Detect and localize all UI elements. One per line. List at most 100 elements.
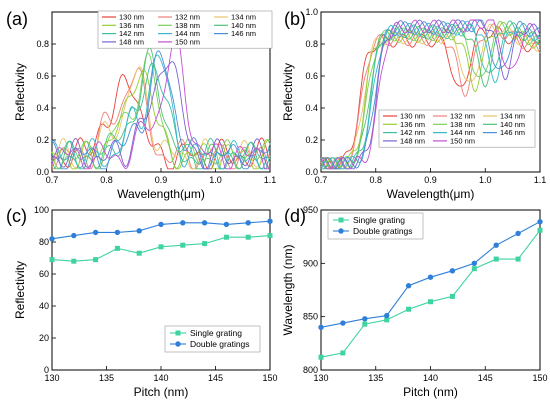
data-point [406, 306, 412, 312]
y-tick-label: 0.0 [36, 167, 49, 177]
legend-marker [175, 341, 181, 347]
legend-marker [338, 228, 344, 234]
panel-label: (c) [6, 206, 27, 226]
data-point [340, 350, 346, 356]
legend-label: 136 nm [400, 120, 425, 129]
data-point [515, 230, 521, 237]
data-point [49, 257, 55, 263]
legend-label: 140 nm [231, 21, 256, 30]
data-point [93, 257, 99, 263]
y-axis-label: Reflectivity [13, 63, 27, 121]
data-point [362, 316, 368, 322]
data-point [318, 354, 324, 360]
y-tick-label: 0.2 [305, 135, 318, 145]
series-line-146-nm [51, 50, 271, 170]
series-line-142-nm [51, 62, 271, 170]
legend-label: 136 nm [119, 21, 144, 30]
data-point [136, 250, 142, 256]
x-tick-label: 145 [478, 373, 493, 383]
data-point [384, 317, 390, 323]
legend-label: 140 nm [500, 120, 525, 129]
legend-label: 144 nm [450, 128, 475, 137]
data-point [114, 245, 120, 251]
y-tick-label: 800 [303, 365, 318, 375]
data-point [427, 274, 434, 280]
x-tick-label: 150 [532, 373, 547, 383]
panel-label: (b) [284, 9, 306, 29]
series-line-140-nm [320, 22, 541, 170]
x-tick-label: 140 [423, 373, 438, 383]
series-line-148-nm [51, 61, 271, 170]
legend-box [327, 212, 424, 240]
y-tick-label: 0.4 [305, 103, 318, 113]
data-point [136, 228, 142, 234]
data-point [493, 256, 499, 262]
legend-label: 142 nm [119, 29, 144, 38]
y-tick-label: 0.8 [305, 39, 318, 49]
y-axis-label: Reflectivity [281, 63, 295, 121]
legend-label: 138 nm [450, 120, 475, 129]
y-axis-label: Reflectivity [13, 261, 27, 319]
x-tick-label: 150 [262, 373, 277, 383]
series-line-150-nm [51, 32, 270, 170]
data-point [493, 242, 499, 248]
series-line-150-nm [320, 19, 541, 170]
x-tick-label: 0.8 [100, 175, 113, 185]
x-tick-label: 140 [153, 373, 168, 383]
legend-label: Single grating [190, 328, 242, 338]
data-point [158, 244, 164, 250]
x-tick-label: 1.0 [209, 175, 222, 185]
x-tick-label: 0.9 [424, 175, 437, 185]
legend-label: 132 nm [450, 112, 475, 121]
x-axis-label: Pitch (nm) [403, 385, 458, 399]
y-tick-label: 0.4 [36, 103, 49, 113]
data-point [245, 234, 251, 240]
x-tick-label: 0.7 [315, 175, 328, 185]
legend-box [97, 10, 273, 49]
series-line-134-nm [51, 66, 271, 170]
data-point [318, 324, 324, 331]
x-tick-label: 0.7 [46, 175, 59, 185]
x-tick-label: 145 [208, 373, 223, 383]
legend-label: 150 nm [175, 38, 200, 47]
x-tick-label: 1.0 [479, 175, 492, 185]
x-tick-label: 130 [313, 373, 328, 383]
series-line-146-nm [320, 19, 541, 170]
data-point [515, 256, 521, 262]
legend-marker [338, 217, 344, 223]
y-tick-label: 950 [303, 205, 318, 215]
data-point [405, 283, 412, 289]
data-point [471, 266, 477, 272]
data-point [428, 299, 433, 305]
legend-label: 134 nm [231, 13, 256, 22]
data-point [267, 233, 273, 239]
y-tick-label: 40 [39, 301, 49, 311]
data-point [384, 312, 390, 319]
x-tick-label: 0.9 [155, 175, 168, 185]
legend-label: 130 nm [400, 112, 425, 121]
y-tick-label: 1.0 [305, 7, 318, 17]
y-tick-label: 0.2 [36, 135, 49, 145]
data-point [267, 218, 273, 224]
y-tick-label: 0.6 [36, 71, 49, 81]
panel-label: (d) [284, 206, 306, 226]
data-point [180, 242, 186, 248]
x-axis-label: Wavelength(μm) [387, 187, 475, 201]
legend-label: 150 nm [450, 137, 475, 146]
data-point [201, 220, 208, 226]
data-point [449, 268, 456, 274]
series-line-142-nm [320, 20, 541, 170]
x-tick-label: 0.8 [369, 175, 382, 185]
legend-label: 144 nm [175, 29, 200, 38]
x-tick-label: 135 [368, 373, 383, 383]
data-point [449, 293, 455, 299]
x-axis-label: Pitch (nm) [134, 385, 189, 399]
data-point [537, 219, 543, 225]
legend-label: 138 nm [175, 21, 200, 30]
data-point [71, 258, 77, 264]
y-tick-label: 0 [44, 365, 49, 375]
x-tick-label: 135 [99, 373, 114, 383]
legend-label: 134 nm [500, 112, 525, 121]
